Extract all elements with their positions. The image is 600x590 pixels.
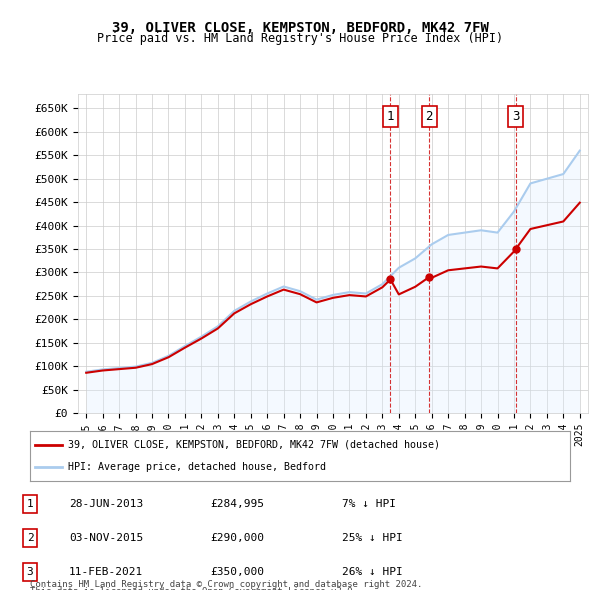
Text: 39, OLIVER CLOSE, KEMPSTON, BEDFORD, MK42 7FW (detached house): 39, OLIVER CLOSE, KEMPSTON, BEDFORD, MK4…	[68, 440, 440, 450]
Text: £350,000: £350,000	[210, 568, 264, 577]
Text: HPI: Average price, detached house, Bedford: HPI: Average price, detached house, Bedf…	[68, 462, 326, 472]
Point	[424, 273, 434, 282]
Text: 7% ↓ HPI: 7% ↓ HPI	[342, 499, 396, 509]
Text: This data is licensed under the Open Government Licence v3.0.: This data is licensed under the Open Gov…	[30, 587, 358, 590]
Text: 1: 1	[386, 110, 394, 123]
Point	[386, 275, 395, 284]
Text: 26% ↓ HPI: 26% ↓ HPI	[342, 568, 403, 577]
Text: Price paid vs. HM Land Registry's House Price Index (HPI): Price paid vs. HM Land Registry's House …	[97, 32, 503, 45]
Text: 1: 1	[26, 499, 34, 509]
Text: 2: 2	[425, 110, 433, 123]
Text: 03-NOV-2015: 03-NOV-2015	[69, 533, 143, 543]
Text: 25% ↓ HPI: 25% ↓ HPI	[342, 533, 403, 543]
Text: 11-FEB-2021: 11-FEB-2021	[69, 568, 143, 577]
Text: 28-JUN-2013: 28-JUN-2013	[69, 499, 143, 509]
Text: 3: 3	[512, 110, 520, 123]
Text: 3: 3	[26, 568, 34, 577]
Point	[511, 244, 521, 254]
Text: £290,000: £290,000	[210, 533, 264, 543]
Text: £284,995: £284,995	[210, 499, 264, 509]
Text: 39, OLIVER CLOSE, KEMPSTON, BEDFORD, MK42 7FW: 39, OLIVER CLOSE, KEMPSTON, BEDFORD, MK4…	[112, 21, 488, 35]
Text: Contains HM Land Registry data © Crown copyright and database right 2024.: Contains HM Land Registry data © Crown c…	[30, 580, 422, 589]
Text: 2: 2	[26, 533, 34, 543]
